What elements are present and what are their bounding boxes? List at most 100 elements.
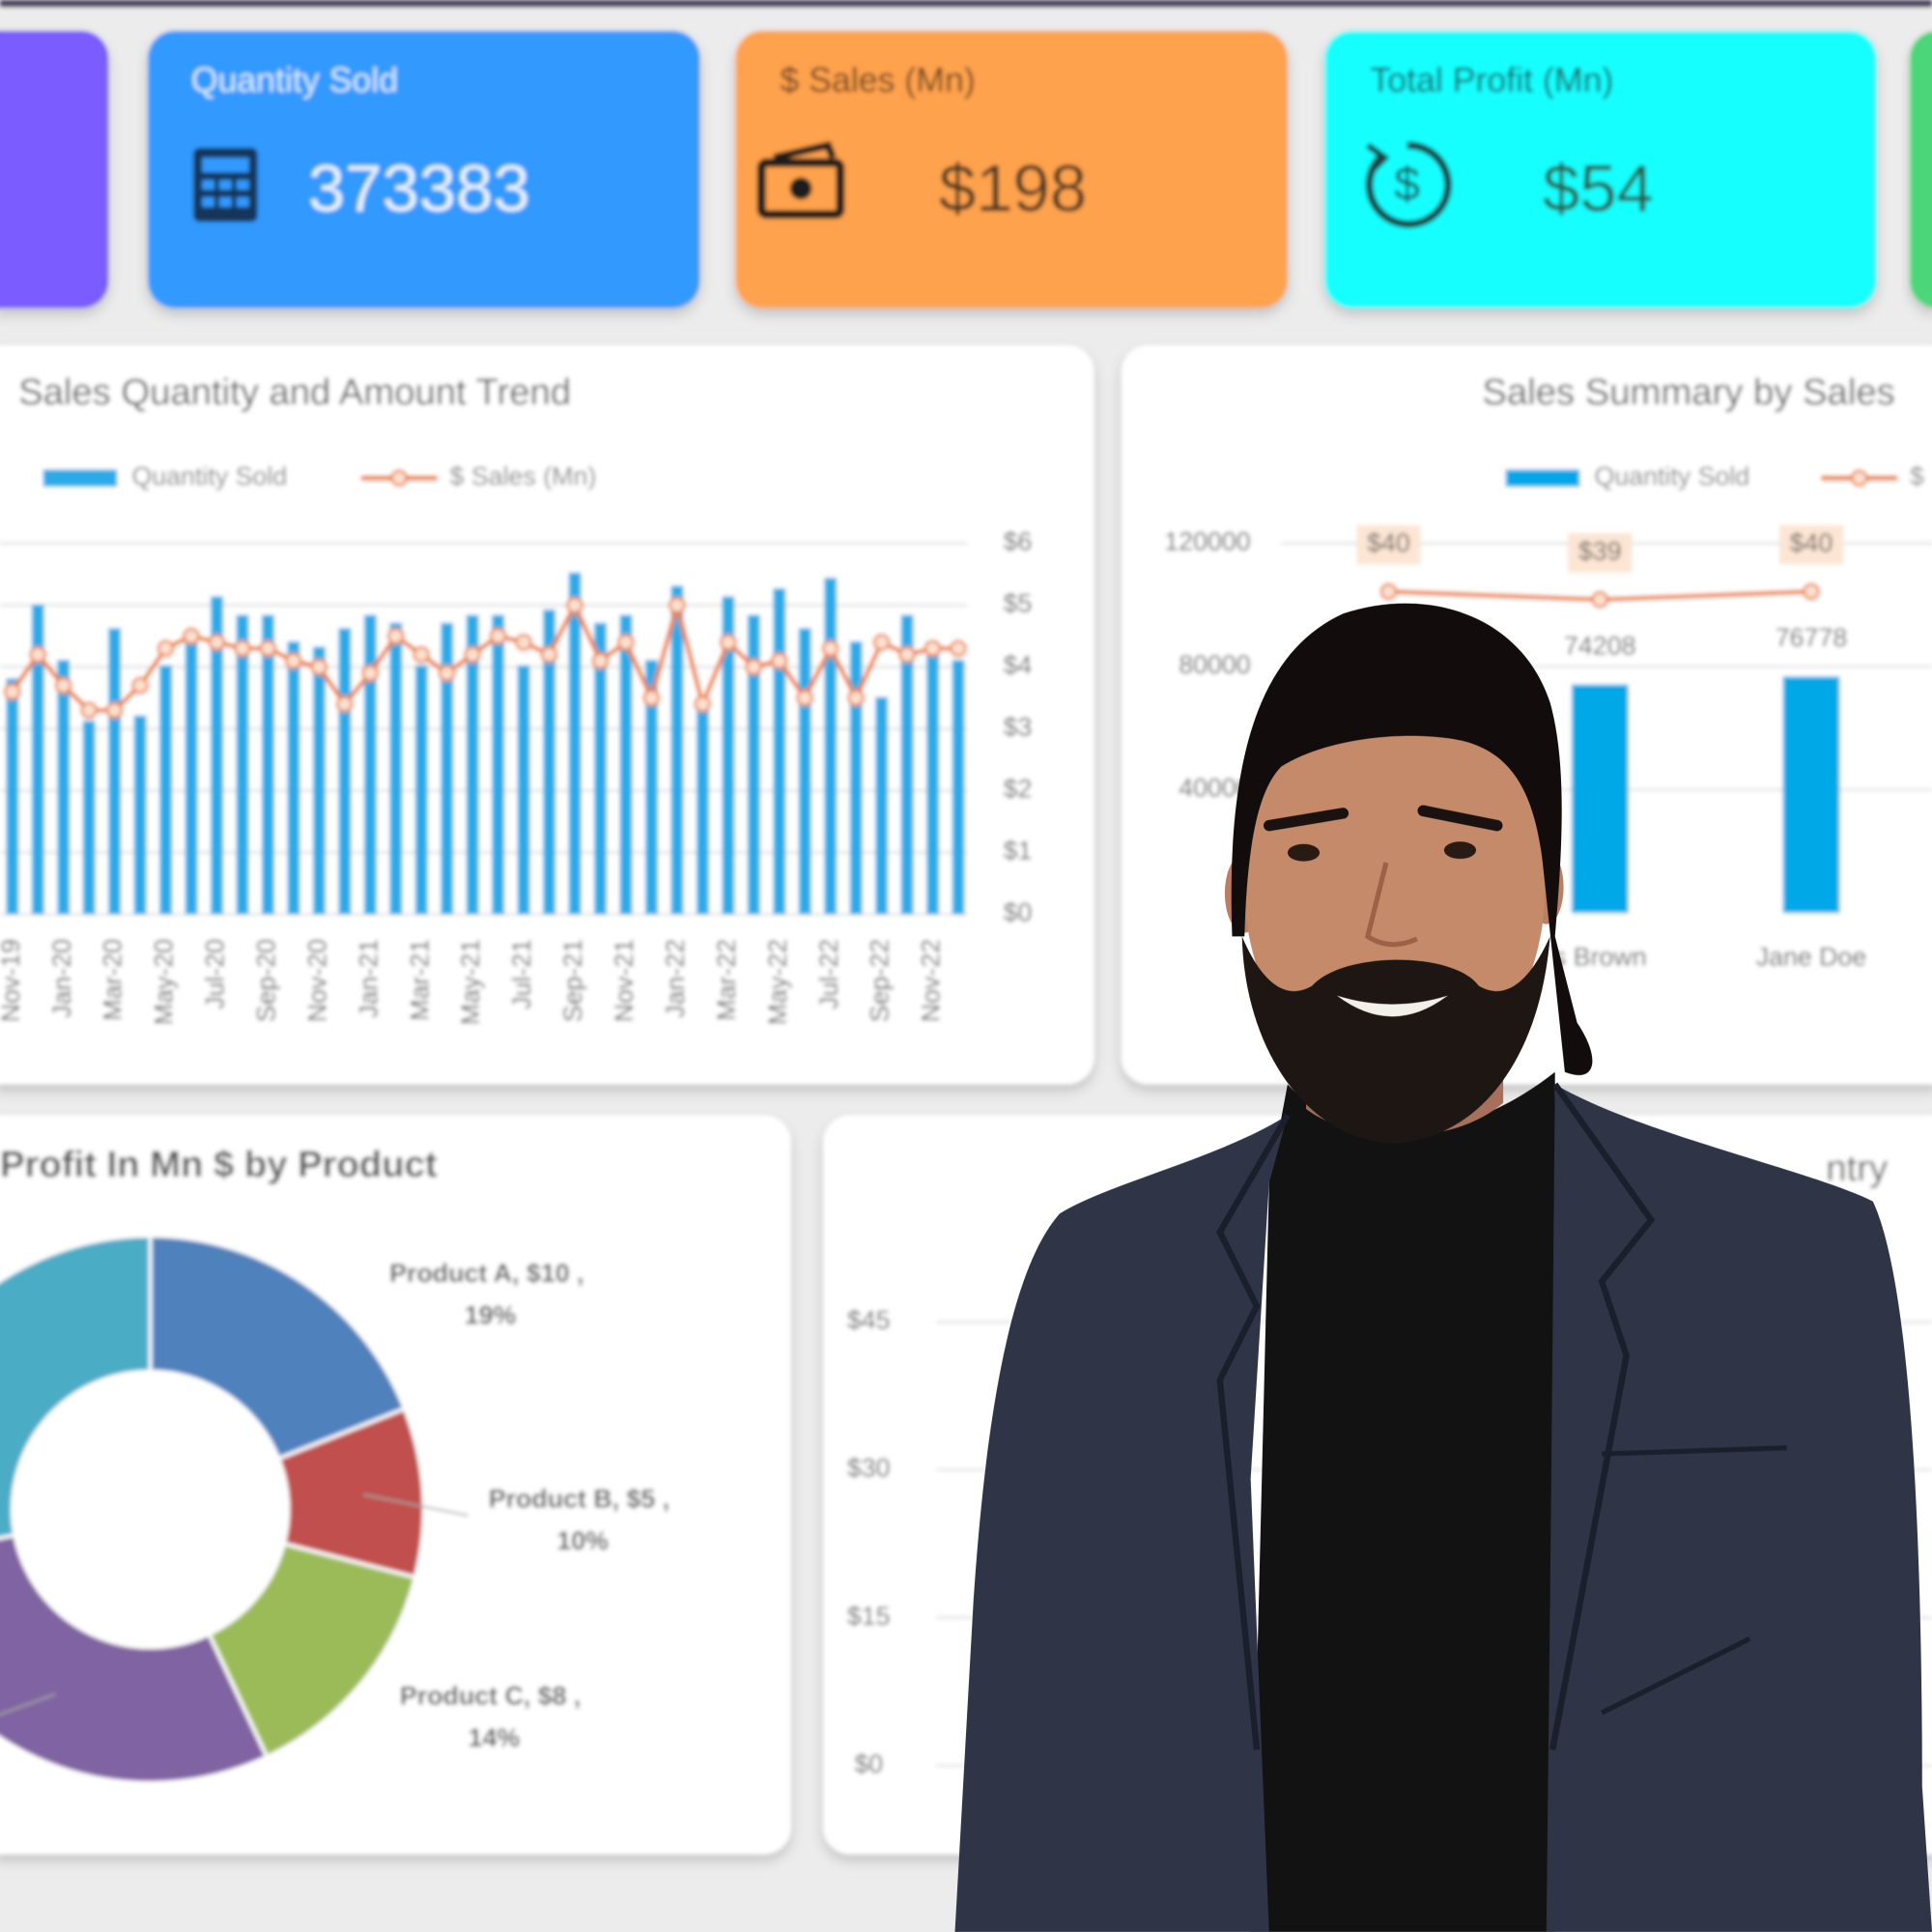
bar-label: 74208 (1564, 631, 1635, 660)
y-tick-label: $30 (847, 1454, 891, 1483)
leader-line (363, 1493, 469, 1517)
line-marker (1379, 582, 1398, 601)
money-icon (756, 141, 845, 219)
label-box (1778, 525, 1844, 565)
top-bar (0, 0, 1932, 8)
line-marker (464, 645, 482, 664)
y-tick-label: $2 (1004, 775, 1033, 804)
x-tick-label: Nov-22 (917, 939, 946, 1022)
chart-title: Sales Quantity and Amount Trend (18, 371, 571, 412)
bar (338, 628, 352, 915)
donut-slice (148, 1234, 408, 1462)
x-tick-label: Nov-20 (302, 939, 331, 1022)
bar (747, 614, 760, 915)
x-tick-label: Sep-20 (252, 939, 281, 1022)
label-box (1568, 532, 1633, 573)
line-marker (361, 664, 380, 682)
x-tick-label: Jan-21 (354, 939, 383, 1018)
bar (312, 646, 326, 915)
line-marker (335, 695, 354, 713)
x-tick-label: Nov-21 (610, 939, 639, 1022)
bar (619, 614, 633, 915)
bar (645, 660, 658, 915)
bar (31, 604, 44, 915)
bar (926, 640, 939, 915)
line-marker (694, 695, 712, 713)
x-tick-label: May-20 (150, 939, 179, 1025)
bar (159, 665, 172, 915)
line-marker (438, 664, 456, 682)
bar (773, 588, 786, 915)
line-marker (156, 639, 175, 658)
donut-slice (0, 1234, 153, 1541)
x-tick-label: Sep-21 (558, 939, 587, 1022)
line-marker (1591, 590, 1609, 609)
line-marker (208, 633, 226, 651)
line-marker (719, 633, 737, 651)
y-tick-label: $1 (1004, 837, 1033, 866)
line-marker (515, 633, 533, 651)
bar (875, 696, 889, 915)
y-tick-label: $3 (1004, 713, 1033, 742)
line-label: $40 (1790, 528, 1833, 557)
bar (466, 614, 479, 915)
line-marker (183, 627, 200, 645)
line-marker (898, 645, 917, 664)
profit-icon: $ (1365, 141, 1452, 228)
bar (670, 585, 684, 915)
kpi-title: $ Sales (Mn) (780, 61, 975, 99)
bar (414, 665, 428, 915)
slice-label: Product A, $10 , 19% (389, 1259, 583, 1329)
line-marker (591, 652, 610, 670)
line-marker (617, 633, 635, 651)
bar (900, 614, 914, 915)
line-marker (566, 596, 583, 614)
line-marker (642, 689, 661, 707)
bar (236, 614, 249, 915)
line-marker (3, 683, 21, 701)
kpi-value: $198 (939, 151, 1087, 225)
y-tick-label: $15 (847, 1602, 891, 1631)
leader-line (0, 1692, 56, 1716)
kpi-title: Quantity Sold (191, 61, 398, 99)
bar (824, 578, 838, 915)
bar (6, 678, 19, 915)
line-marker (847, 689, 866, 707)
chart-title: Profit In Mn $ by Product (0, 1144, 438, 1185)
legend-label: Quantity Sold (131, 462, 287, 491)
bar (211, 596, 223, 915)
x-tick-label: Jan-22 (661, 939, 690, 1018)
legend-swatch (43, 469, 118, 487)
bar (568, 572, 582, 915)
line-marker (796, 689, 814, 707)
x-tick-label: Jan-20 (47, 939, 76, 1018)
svg-text:$: $ (1394, 158, 1420, 211)
bar (440, 622, 454, 915)
bar (133, 715, 147, 915)
donut-slice (0, 1533, 270, 1785)
legend-label: Quantity Sold (1595, 462, 1750, 491)
line-marker (872, 633, 891, 651)
line-marker (489, 627, 507, 645)
bar (108, 628, 121, 915)
label-box (1356, 525, 1421, 565)
bar (492, 614, 505, 915)
line-marker (284, 652, 302, 670)
bar (696, 696, 709, 915)
legend-marker (390, 469, 409, 487)
x-tick-label: May-21 (456, 939, 485, 1025)
y-tick-label: $6 (1004, 527, 1033, 556)
line-label: $39 (1578, 536, 1622, 565)
bar (1571, 684, 1629, 914)
y-tick-label: $45 (847, 1306, 891, 1335)
legend-label: $ (1910, 462, 1924, 491)
y-tick-label: 80000 (1179, 650, 1250, 679)
line-marker (29, 645, 47, 664)
chart-title: Sales Summary by Sales (1482, 371, 1894, 412)
bar (185, 640, 198, 915)
line-marker (770, 652, 788, 670)
x-tick-label: Sep-22 (866, 939, 895, 1022)
line-marker (234, 639, 251, 658)
x-tick-label: Jul-20 (201, 939, 230, 1009)
